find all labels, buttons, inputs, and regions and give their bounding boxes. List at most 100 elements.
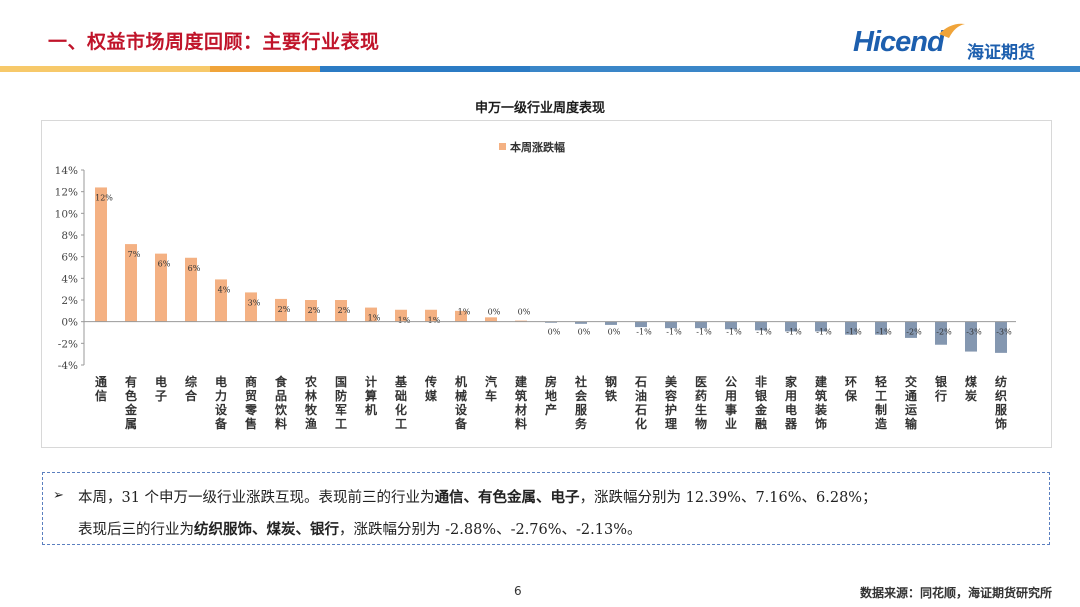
summary-text: ，涨跌幅分别为 -2.88%、-2.76%、-2.13%。 <box>339 522 642 538</box>
bar <box>905 321 917 338</box>
category-label: 电子 <box>155 374 167 403</box>
data-label: -1% <box>816 328 832 337</box>
summary-bottom-industries: 纺织服饰、煤炭、银行 <box>194 521 339 538</box>
data-label: 2% <box>308 306 321 315</box>
category-label: 通信 <box>95 374 107 403</box>
legend-label: 本周涨跌幅 <box>510 141 565 154</box>
bar <box>545 321 557 323</box>
category-label: 钢铁 <box>605 374 617 403</box>
logo-wordmark: Hicend <box>853 26 945 58</box>
category-label: 电力设备 <box>214 374 228 431</box>
bar <box>305 300 317 322</box>
y-tick-label: 4% <box>61 273 78 285</box>
category-label: 汽车 <box>485 374 497 403</box>
bar <box>605 321 617 325</box>
data-label: -1% <box>846 328 862 337</box>
category-label: 建筑装饰 <box>814 374 828 431</box>
category-label: 食品饮料 <box>274 374 288 431</box>
data-label: 0% <box>488 308 501 317</box>
category-label: 医药生物 <box>695 375 707 431</box>
category-label: 基础化工 <box>394 374 408 431</box>
category-label: 家用电器 <box>784 374 798 431</box>
bar <box>725 321 737 330</box>
category-label: 纺织服饰 <box>995 374 1008 431</box>
data-label: 1% <box>398 316 411 325</box>
data-label: -2% <box>936 328 952 337</box>
bar <box>275 298 287 322</box>
category-label: 煤炭 <box>965 374 977 403</box>
data-label: 3% <box>248 298 261 307</box>
y-tick-label: 2% <box>61 295 78 307</box>
page-title: 一、权益市场周度回顾：主要行业表现 <box>48 31 380 53</box>
bar <box>155 253 167 322</box>
category-label: 交通运输 <box>905 374 918 431</box>
data-label: 0% <box>548 328 561 337</box>
bar <box>395 309 407 322</box>
y-tick-label: 8% <box>61 230 78 242</box>
logo-swoosh-icon <box>939 23 965 38</box>
summary-line-2: 表现后三的行业为纺织服饰、煤炭、银行，涨跌幅分别为 -2.88%、-2.76%、… <box>78 518 642 539</box>
category-label: 非银金融 <box>754 374 768 431</box>
bar <box>845 321 857 335</box>
summary-top-industries: 通信、有色金属、电子 <box>434 489 580 506</box>
chart-title: 申万一级行业周度表现 <box>474 101 605 116</box>
data-label: 0% <box>578 328 591 337</box>
bullet-arrow-icon: ➢ <box>53 488 64 503</box>
bar <box>935 321 947 345</box>
data-label: -1% <box>756 328 772 337</box>
summary-text: 本周，31 个申万一级行业涨跌互现。表现前三的行业为 <box>78 490 435 506</box>
data-label: 1% <box>428 316 441 325</box>
bar <box>575 321 587 324</box>
category-label: 环保 <box>844 375 858 403</box>
data-label: -1% <box>786 328 802 337</box>
data-label: -3% <box>966 328 982 337</box>
data-label: -1% <box>696 328 712 337</box>
category-label: 计算机 <box>365 374 377 417</box>
data-label: 12% <box>95 193 113 202</box>
y-tick-label: 6% <box>61 252 78 264</box>
data-label: 1% <box>368 314 381 323</box>
summary-text: 表现后三的行业为 <box>78 522 194 538</box>
summary-box <box>42 472 1050 545</box>
category-label: 综合 <box>185 374 198 403</box>
category-label: 石油石化 <box>634 375 647 431</box>
category-label: 公用事业 <box>724 375 737 431</box>
y-tick-label: 10% <box>55 208 78 220</box>
bar <box>665 321 677 329</box>
data-label: 0% <box>518 308 531 317</box>
data-label: 0% <box>608 328 621 337</box>
category-label: 机械设备 <box>454 374 468 431</box>
data-source: 数据来源：同花顺，海证期货研究所 <box>859 586 1052 600</box>
bar <box>995 321 1007 353</box>
bar <box>485 317 497 322</box>
bar <box>455 310 467 322</box>
brand-logo: Hicend 海证期货 <box>853 20 1053 64</box>
bar <box>515 320 527 322</box>
category-label: 轻工制造 <box>875 374 888 431</box>
data-label: 6% <box>188 264 201 273</box>
category-label: 农林牧渔 <box>304 374 318 431</box>
y-tick-label: 12% <box>55 187 78 199</box>
category-label: 社会服务 <box>574 374 588 431</box>
data-label: -1% <box>726 328 742 337</box>
data-label: -1% <box>666 328 682 337</box>
summary-line-1: 本周，31 个申万一级行业涨跌互现。表现前三的行业为通信、有色金属、电子，涨跌幅… <box>78 486 877 507</box>
category-label: 国防军工 <box>335 375 347 431</box>
bar <box>755 321 767 331</box>
bar <box>425 309 437 322</box>
y-tick-label: -2% <box>58 338 78 350</box>
category-label: 商贸零售 <box>244 374 258 431</box>
data-label: 4% <box>218 285 231 294</box>
y-tick-label: -4% <box>58 360 78 372</box>
category-label: 房地产 <box>545 374 557 417</box>
category-label: 建筑材料 <box>514 374 528 431</box>
bar <box>695 321 707 329</box>
category-label: 传媒 <box>424 374 438 403</box>
page-number: 6 <box>514 584 522 598</box>
header-divider <box>0 66 1080 72</box>
bar <box>335 300 347 322</box>
y-tick-label: 14% <box>55 165 78 177</box>
data-label: -2% <box>906 328 922 337</box>
legend-swatch <box>499 143 506 150</box>
